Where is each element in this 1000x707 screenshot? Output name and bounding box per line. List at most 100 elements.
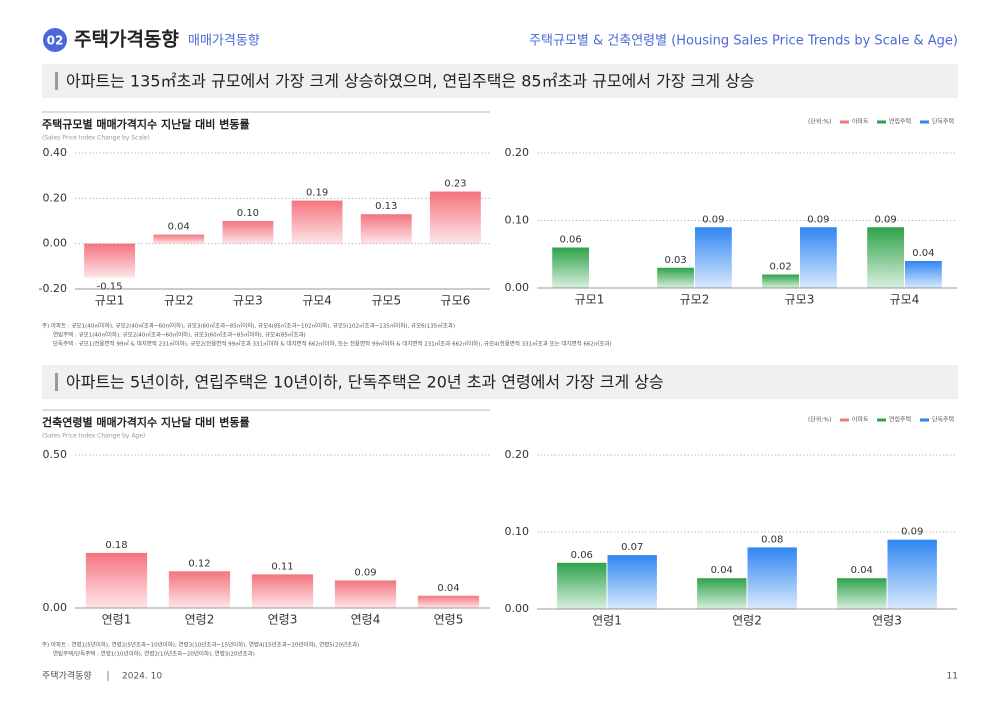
bar: [557, 562, 607, 609]
note: 연립주택 : 규모1(40㎡이하), 규모2(40㎡초과~60㎡이하), 규모3…: [53, 331, 306, 339]
value-label: 0.09: [874, 214, 896, 225]
value-label: 0.02: [769, 262, 791, 273]
bar: [695, 227, 732, 288]
unit-label: (단위:%): [808, 416, 831, 424]
value-label: 0.09: [354, 567, 376, 578]
chart-title: 주택규모별 매매가격지수 지난달 대비 변동률: [42, 117, 250, 131]
x-tick-label: 연령3: [268, 613, 298, 627]
value-label: 0.03: [664, 255, 686, 266]
x-tick-label: 규모4: [890, 293, 920, 307]
page-title: 주택가격동향: [74, 29, 179, 51]
value-label: 0.08: [761, 534, 783, 545]
value-label: 0.23: [444, 179, 466, 190]
legend-label: 아파트: [852, 118, 869, 126]
value-label: 0.18: [105, 540, 127, 551]
bar: [867, 227, 904, 288]
value-label: 0.12: [188, 558, 210, 569]
legend-swatch: [920, 120, 929, 124]
headline-marker: [55, 373, 58, 391]
bar: [85, 552, 148, 608]
note: 단독주택 : 규모1(전용면적 99㎡ & 대지면적 231㎡이하), 규모2(…: [53, 340, 612, 348]
bar: [360, 214, 412, 244]
legend-swatch: [840, 418, 849, 422]
bar: [251, 574, 314, 608]
bar: [334, 580, 397, 608]
value-label: 0.10: [237, 208, 259, 219]
legend-swatch: [920, 418, 929, 422]
bar: [84, 243, 136, 278]
section-label: 주택규모별 & 건축연령별 (Housing Sales Price Trend…: [529, 34, 958, 49]
value-label: 0.09: [702, 214, 724, 225]
y-tick-label: 0.00: [505, 281, 530, 294]
legend-label: 단독주택: [932, 118, 954, 126]
value-label: 0.13: [375, 201, 397, 212]
x-tick-label: 연령3: [872, 614, 902, 628]
x-tick-label: 연령1: [592, 614, 622, 628]
bar: [837, 578, 887, 609]
y-tick-label: 0.00: [43, 601, 68, 614]
bar: [222, 221, 274, 244]
y-tick-label: 0.10: [505, 525, 530, 538]
value-label: 0.04: [437, 583, 459, 594]
footer-title: 주택가격동향: [42, 670, 92, 682]
value-label: 0.06: [571, 550, 593, 561]
bar: [153, 234, 205, 244]
legend-label: 아파트: [852, 416, 869, 424]
headline-box: [42, 64, 958, 98]
x-tick-label: 규모5: [371, 294, 401, 308]
x-tick-label: 규모1: [95, 294, 125, 308]
y-tick-label: -0.20: [39, 282, 67, 295]
legend-swatch: [840, 120, 849, 124]
badge-circle: [43, 28, 67, 52]
y-tick-label: 0.20: [505, 146, 530, 159]
x-tick-label: 연령2: [185, 613, 215, 627]
chart-subtitle: (Sales Price Index Change by Age): [42, 433, 145, 440]
value-label: 0.04: [711, 565, 733, 576]
note: 주) 아파트 : 연령1(5년이하), 연령2(5년초과~10년이하), 연령3…: [42, 641, 359, 649]
note: 주) 아파트 : 규모1(40㎡이하), 규모2(40㎡초과~60㎡이하), 규…: [42, 322, 455, 330]
bar: [697, 578, 747, 609]
headline: 아파트는 5년이하, 연립주택은 10년이하, 단독주택은 20년 초과 연령에…: [66, 373, 664, 392]
x-tick-label: 규모2: [680, 293, 710, 307]
page-subtitle: 매매가격동향: [188, 34, 260, 49]
headline-box: [42, 365, 958, 399]
value-label: 0.11: [271, 561, 293, 572]
y-tick-label: 0.00: [43, 237, 68, 250]
value-label: 0.09: [901, 527, 923, 538]
value-label: 0.09: [807, 214, 829, 225]
bar: [887, 539, 937, 609]
x-tick-label: 연령4: [351, 613, 381, 627]
value-label: 0.04: [912, 248, 934, 259]
x-tick-label: 연령1: [102, 613, 132, 627]
footer-date: 2024. 10: [122, 672, 162, 682]
y-tick-label: 0.10: [505, 214, 530, 227]
x-tick-label: 규모3: [785, 293, 815, 307]
bar: [800, 227, 837, 288]
legend-label: 단독주택: [932, 416, 954, 424]
y-tick-label: 0.20: [505, 448, 530, 461]
value-label: 0.07: [621, 542, 643, 553]
x-tick-label: 규모2: [164, 294, 194, 308]
bar: [747, 547, 797, 609]
badge: 02: [47, 34, 64, 48]
y-tick-label: 0.40: [43, 146, 68, 159]
x-tick-label: 규모1: [575, 293, 605, 307]
value-label: 0.06: [559, 235, 581, 246]
headline-marker: [55, 72, 58, 90]
page-number: 11: [947, 672, 958, 682]
legend-label: 연립주택: [889, 416, 911, 424]
bar: [291, 200, 343, 244]
chart-subtitle: (Sales Price Index Change by Scale): [42, 135, 150, 142]
value-label: 0.04: [168, 222, 190, 233]
x-tick-label: 연령5: [434, 613, 464, 627]
bar: [762, 274, 799, 288]
note: 연립주택/단독주택 : 연령1(10년이하), 연령2(10년초과~20년이하)…: [53, 650, 255, 658]
value-label: 0.19: [306, 188, 328, 199]
x-tick-label: 연령2: [732, 614, 762, 628]
chart-title: 건축연령별 매매가격지수 지난달 대비 변동률: [42, 415, 250, 429]
bar: [429, 191, 481, 244]
unit-label: (단위:%): [808, 118, 831, 126]
bar: [607, 555, 657, 609]
y-tick-label: 0.00: [505, 602, 530, 615]
